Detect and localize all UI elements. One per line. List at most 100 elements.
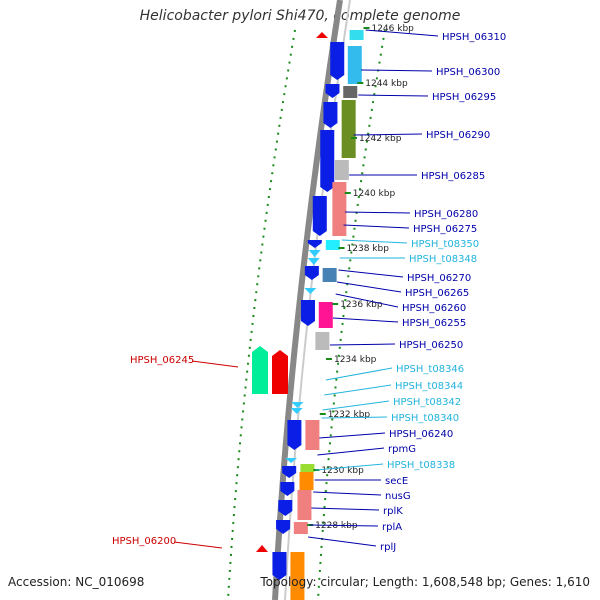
trna-feature — [304, 288, 317, 294]
trna-feature — [291, 402, 304, 408]
gene-leader-line — [308, 536, 377, 547]
gene-leader-line — [315, 463, 384, 471]
gene-leader-line — [361, 69, 433, 72]
gene-label: rpmG — [388, 444, 416, 455]
cds-feature — [272, 552, 287, 580]
gene-leader-line — [358, 94, 429, 97]
cog-block — [322, 268, 337, 282]
cog-block — [293, 522, 308, 534]
gene-leader-line — [336, 281, 402, 293]
gene-label: HPSH_06260 — [402, 303, 466, 314]
gene-label: HPSH_06245 — [130, 355, 194, 366]
cds-feature — [307, 240, 322, 248]
gene-leader-line — [309, 524, 379, 527]
cds-feature — [323, 102, 338, 128]
gene-label: HPSH_06280 — [414, 209, 478, 220]
cds-feature — [325, 84, 340, 98]
cog-block — [334, 160, 349, 180]
gene-label: HPSH_06310 — [442, 32, 506, 43]
gene-label: HPSH_06265 — [405, 288, 469, 299]
gene-leader-line — [341, 239, 408, 244]
gene-label: secE — [385, 476, 408, 487]
gene-leader-line — [173, 541, 223, 549]
gene-leader-line — [324, 384, 392, 396]
cds-feature — [280, 482, 295, 496]
gene-label: HPSH_06270 — [407, 273, 471, 284]
gene-leader-line — [322, 400, 390, 411]
gene-label: rplA — [382, 522, 402, 533]
tick-track: 1246 kbp 1244 kbp 1242 kbp 1240 kbp 1238 kbp… — [307, 24, 414, 531]
accession-label: Accession: NC_010698 — [8, 575, 145, 589]
cog-block — [343, 86, 358, 98]
gene-label: HPSH_06300 — [436, 67, 500, 78]
gene-label: HPSH_06240 — [389, 429, 453, 440]
map-title: Helicobacter pylori Shi470, complete gen… — [139, 8, 461, 24]
gene-leader-line — [344, 211, 411, 214]
cds-feature — [278, 500, 293, 516]
tick-label: 1240 kbp — [353, 189, 396, 199]
gene-label: HPSH_06275 — [413, 224, 477, 235]
cog-block — [349, 30, 364, 40]
cog-block — [341, 100, 356, 158]
tick-label: 1228 kbp — [315, 521, 358, 531]
gene-leader-line — [191, 360, 239, 368]
direction-marker-top — [316, 32, 328, 38]
gene-label: HPSH_t08340 — [391, 413, 459, 424]
gene-leader-line — [365, 29, 439, 37]
gene-label: HPSH_t08342 — [393, 397, 461, 408]
tick-label: 1236 kbp — [340, 300, 383, 310]
gene-leader-line — [317, 447, 385, 456]
gene-label: HPSH_06290 — [426, 130, 490, 141]
tick-label: 1242 kbp — [359, 134, 402, 144]
tick-label: 1230 kbp — [321, 466, 364, 476]
tick-label: 1244 kbp — [365, 79, 408, 89]
gene-leader-line — [321, 416, 388, 419]
cds-feature — [330, 42, 345, 80]
cds-feature — [312, 196, 327, 236]
dotted-ring-outer — [227, 29, 296, 600]
gene-leader-line — [353, 133, 423, 136]
cog-block — [299, 472, 314, 490]
dotted-ring-inner — [317, 29, 386, 600]
cog-block — [332, 182, 347, 236]
gene-leader-line — [335, 293, 399, 308]
gene-label: rplK — [383, 506, 403, 517]
gene-label: HPSH_06285 — [421, 171, 485, 182]
trna-feature — [290, 408, 303, 414]
tick-label: 1238 kbp — [347, 244, 390, 254]
cds-feature — [320, 130, 335, 192]
tick-label: 1246 kbp — [371, 24, 414, 34]
gene-label: nusG — [385, 491, 411, 502]
direction-marker-bottom — [256, 545, 268, 552]
gene-leader-line — [313, 491, 382, 496]
gene-label: HPSH_t08350 — [411, 239, 479, 250]
tick-label: 1232 kbp — [328, 410, 371, 420]
gene-leader-line — [329, 343, 396, 346]
cog-block — [318, 302, 333, 328]
cog-block — [305, 420, 320, 450]
forward-cds-feature — [272, 350, 288, 394]
cog-block — [297, 490, 312, 520]
gene-leader-line — [319, 432, 386, 439]
cds-feature — [301, 300, 315, 326]
trna-feature — [285, 458, 298, 463]
cog-block — [315, 332, 330, 350]
gene-label: HPSH_06295 — [432, 92, 496, 103]
feature-track — [252, 30, 364, 600]
cds-feature — [282, 466, 297, 478]
gene-label: HPSH_06250 — [399, 340, 463, 351]
genome-summary: Topology: circular; Length: 1,608,548 bp… — [260, 575, 590, 589]
gene-leader-line — [343, 224, 410, 229]
tick-label: 1234 kbp — [334, 355, 377, 365]
cds-feature — [304, 266, 319, 280]
gene-label: HPSH_t08346 — [396, 364, 464, 375]
gene-label: HPSH_06255 — [402, 318, 466, 329]
gene-leader-line — [325, 367, 393, 381]
cog-block — [300, 464, 315, 472]
forward-cds-feature — [252, 346, 268, 394]
gene-label: HPSH_06200 — [112, 536, 176, 547]
cog-block — [325, 240, 340, 250]
cog-block — [347, 46, 362, 84]
